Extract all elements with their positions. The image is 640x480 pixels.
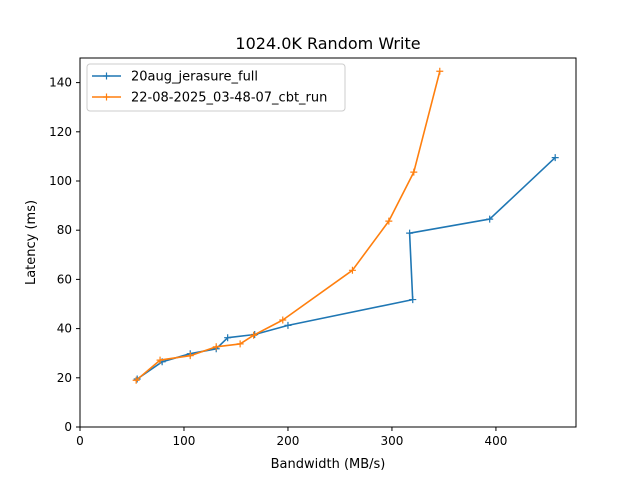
- series-line-2: [135, 71, 441, 381]
- data-point: [279, 316, 287, 324]
- x-axis-label: Bandwidth (MB/s): [271, 457, 386, 472]
- x-tick-label: 400: [484, 434, 507, 448]
- legend-marker-2: [103, 93, 110, 101]
- data-point: [385, 217, 393, 225]
- data-point: [551, 154, 559, 162]
- data-point: [236, 340, 244, 348]
- data-point: [186, 352, 194, 360]
- y-tick-label: 20: [57, 371, 72, 385]
- data-point: [284, 321, 292, 329]
- y-axis-label: Latency (ms): [24, 200, 39, 285]
- chart-title: 1024.0K Random Write: [235, 34, 420, 53]
- legend-box: [86, 63, 346, 112]
- y-tick-label: 60: [57, 272, 72, 286]
- y-tick-label: 0: [64, 420, 72, 434]
- x-tick-label: 0: [76, 434, 84, 448]
- data-point: [156, 356, 164, 364]
- axes-frame: [79, 57, 577, 428]
- y-tick-label: 120: [49, 125, 72, 139]
- x-axis-ticks: 0 100 200 300 400: [76, 427, 507, 448]
- data-point: [486, 215, 494, 223]
- data-point: [409, 296, 417, 304]
- y-tick-label: 80: [57, 223, 72, 237]
- data-point: [224, 334, 232, 342]
- data-point: [212, 343, 220, 351]
- data-point: [250, 331, 258, 339]
- legend: 20aug_jerasure_full 22-08-2025_03-48-07_c…: [86, 63, 346, 112]
- x-tick-label: 100: [173, 434, 196, 448]
- x-tick-label: 200: [277, 434, 300, 448]
- series-layer: [132, 67, 559, 384]
- legend-label-2: 22-08-2025_03-48-07_cbt_run: [131, 91, 327, 106]
- data-point: [436, 67, 444, 75]
- x-tick-label: 300: [380, 434, 403, 448]
- legend-label-1: 20aug_jerasure_full: [131, 70, 258, 85]
- series-line-1: [136, 157, 556, 380]
- data-point: [410, 168, 418, 176]
- y-tick-label: 40: [57, 322, 72, 336]
- y-tick-label: 140: [49, 76, 72, 90]
- data-point: [406, 229, 414, 237]
- y-tick-label: 100: [49, 174, 72, 188]
- data-point: [132, 376, 140, 384]
- y-axis-ticks: 0 20 40 60 80 100 120 140: [49, 76, 80, 434]
- data-point: [348, 266, 356, 274]
- legend-marker-1: [103, 72, 110, 80]
